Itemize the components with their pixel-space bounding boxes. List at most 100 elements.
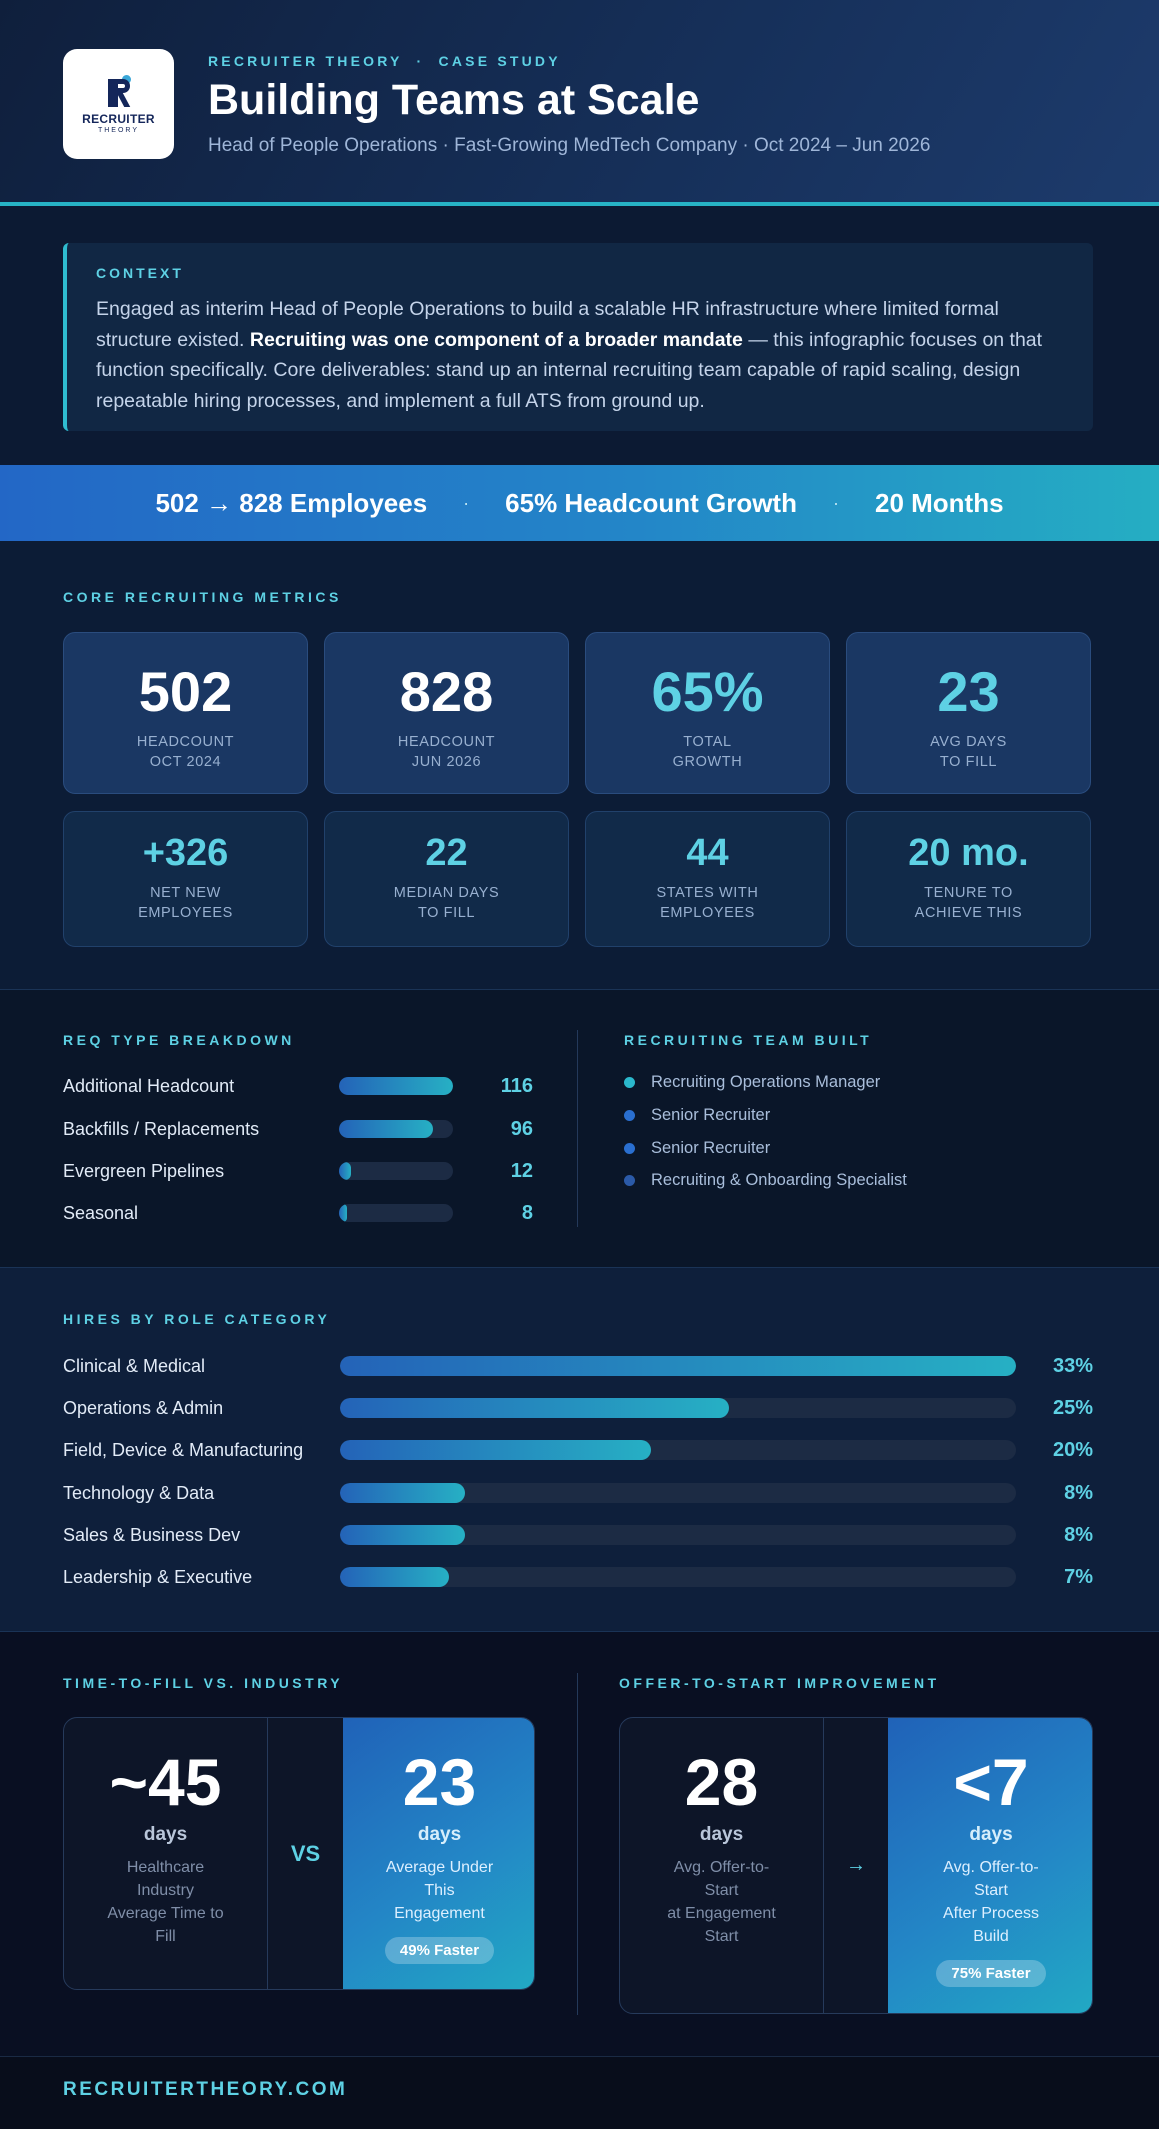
team-member-role: Senior Recruiter: [651, 1106, 771, 1124]
hire-category: Clinical & Medical: [63, 1355, 206, 1376]
bullet-dot-icon: [624, 1077, 635, 1088]
metric-label-line: OCT 2024: [149, 754, 222, 770]
hire-bar-fill: [340, 1440, 652, 1460]
company-logo: RECRUITER THEORY: [63, 49, 174, 159]
hire-bar-track: [340, 1525, 1016, 1545]
bullet-dot-icon: [624, 1143, 635, 1154]
metric-card: 23 AVG DAYS TO FILL: [846, 632, 1091, 794]
desc-line: Industry: [137, 1882, 194, 1899]
req-name: Backfills / Replacements: [63, 1118, 260, 1139]
hire-row: Technology & Data 8%: [63, 1480, 1093, 1506]
bullet-dot-icon: [624, 1175, 635, 1186]
metric-label-line: EMPLOYEES: [138, 905, 233, 921]
metric-label-line: GROWTH: [672, 754, 743, 770]
hire-row: Leadership & Executive 7%: [63, 1564, 1093, 1590]
team-member-role: Recruiting Operations Manager: [651, 1073, 881, 1091]
metric-label-line: JUN 2026: [411, 754, 482, 770]
req-team-section: [0, 989, 1159, 1267]
banner-stat-employees: 502 → 828 Employees: [155, 487, 428, 518]
team-member-role: Senior Recruiter: [651, 1139, 771, 1157]
footer-website-link[interactable]: RECRUITERTHEORY.COM: [63, 2079, 348, 2100]
banner-separator: ·: [832, 492, 839, 513]
ots-before-desc: Avg. Offer-to- Start at Engagement Start: [667, 1856, 776, 1948]
metric-card: 65% TOTAL GROWTH: [585, 632, 830, 794]
hire-percent: 25%: [1052, 1396, 1093, 1419]
hire-percent: 8%: [1064, 1481, 1093, 1504]
hire-bar-fill: [340, 1398, 730, 1418]
metric-label-line: STATES WITH: [656, 885, 759, 901]
metric-label-line: MEDIAN DAYS: [393, 885, 500, 901]
context-card: CONTEXT Engaged as interim Head of Peopl…: [63, 243, 1093, 431]
req-row: Evergreen Pipelines 12: [63, 1158, 533, 1184]
metric-label-line: TO FILL: [417, 905, 476, 921]
hire-row: Field, Device & Manufacturing 20%: [63, 1437, 1093, 1463]
metric-value: 23: [937, 660, 1000, 723]
section-divider: [577, 1673, 578, 2015]
desc-line: Average Under: [385, 1859, 494, 1876]
metric-card-small: 22 MEDIAN DAYS TO FILL: [324, 811, 569, 947]
banner-stat-duration: 20 Months: [874, 487, 1004, 518]
metric-label: NET NEW EMPLOYEES: [138, 883, 233, 923]
metric-label-line: TOTAL: [683, 734, 732, 750]
hire-bar-track: [340, 1483, 1016, 1503]
req-bar-fill: [339, 1204, 347, 1222]
hire-category: Operations & Admin: [63, 1397, 224, 1418]
req-name: Evergreen Pipelines: [63, 1160, 225, 1181]
desc-line: Average Time to: [107, 1905, 224, 1922]
vs-label: VS: [290, 1840, 321, 1866]
footer: RECRUITERTHEORY.COM: [0, 2056, 1159, 2129]
desc-line: at Engagement: [667, 1905, 776, 1922]
metrics-label: CORE RECRUITING METRICS: [63, 589, 342, 605]
context-text-end: — this infographic focuses on that funct…: [96, 328, 1043, 412]
metric-value: 22: [425, 832, 468, 874]
bullet-dot-icon: [624, 1110, 635, 1121]
hire-bar-track: [340, 1440, 1016, 1460]
page-subtitle: Head of People Operations · Fast-Growing…: [208, 135, 931, 156]
metric-label-line: HEADCOUNT: [136, 734, 235, 750]
metric-label: TENURE TO ACHIEVE THIS: [915, 883, 1023, 923]
ots-before-value: 28: [684, 1745, 759, 1819]
hire-category: Leadership & Executive: [63, 1566, 253, 1587]
ttf-industry-unit: days: [143, 1824, 188, 1845]
team-member-item: Senior Recruiter: [624, 1106, 770, 1125]
stats-banner: 502 → 828 Employees · 65% Headcount Grow…: [0, 465, 1159, 541]
req-row: Seasonal 8: [63, 1200, 533, 1226]
hire-bar-fill: [340, 1567, 449, 1587]
metric-value: 65%: [651, 660, 764, 723]
metric-card: 502 HEADCOUNT OCT 2024: [63, 632, 308, 794]
req-bar-fill: [339, 1120, 434, 1138]
req-bar-fill: [339, 1162, 351, 1180]
hire-bar-track: [340, 1398, 1016, 1418]
logo-r-icon: [102, 74, 136, 109]
hire-category: Field, Device & Manufacturing: [63, 1439, 304, 1460]
metric-card-small: 44 STATES WITH EMPLOYEES: [585, 811, 830, 947]
metric-label-line: EMPLOYEES: [660, 905, 755, 921]
section-divider: [577, 1030, 578, 1227]
req-value: 8: [521, 1201, 533, 1224]
ttf-faster-badge: 49% Faster: [384, 1937, 495, 1964]
team-member-item: Recruiting & Onboarding Specialist: [624, 1171, 907, 1190]
ttf-industry-value: ~45: [109, 1745, 222, 1819]
req-name: Additional Headcount: [63, 1075, 235, 1096]
desc-line: Avg. Offer-to-: [673, 1859, 770, 1876]
desc-line: Avg. Offer-to-: [943, 1859, 1039, 1876]
desc-line: Build: [973, 1928, 1009, 1945]
hire-percent: 20%: [1052, 1438, 1093, 1461]
logo-text: RECRUITER: [82, 111, 155, 126]
metric-label-line: HEADCOUNT: [397, 734, 496, 750]
metric-card-small: 20 mo. TENURE TO ACHIEVE THIS: [846, 811, 1091, 947]
arrow-right-icon: →: [846, 1854, 866, 1876]
desc-line: Start: [704, 1928, 739, 1945]
req-value: 12: [510, 1159, 533, 1182]
metric-value: 828: [399, 660, 494, 723]
metric-label-line: NET NEW: [150, 885, 221, 901]
metric-label: HEADCOUNT OCT 2024: [137, 732, 234, 772]
hire-row: Sales & Business Dev 8%: [63, 1522, 1093, 1548]
context-text-bold: Recruiting was one component of a broade…: [249, 328, 743, 351]
hire-percent: 8%: [1064, 1523, 1093, 1546]
header: RECRUITER THEORY RECRUITER THEORY · CASE…: [0, 0, 1159, 206]
metric-value: 502: [138, 660, 233, 723]
metric-label: HEADCOUNT JUN 2026: [398, 732, 495, 772]
metric-label-line: ACHIEVE THIS: [914, 905, 1023, 921]
metric-card-small: +326 NET NEW EMPLOYEES: [63, 811, 308, 947]
